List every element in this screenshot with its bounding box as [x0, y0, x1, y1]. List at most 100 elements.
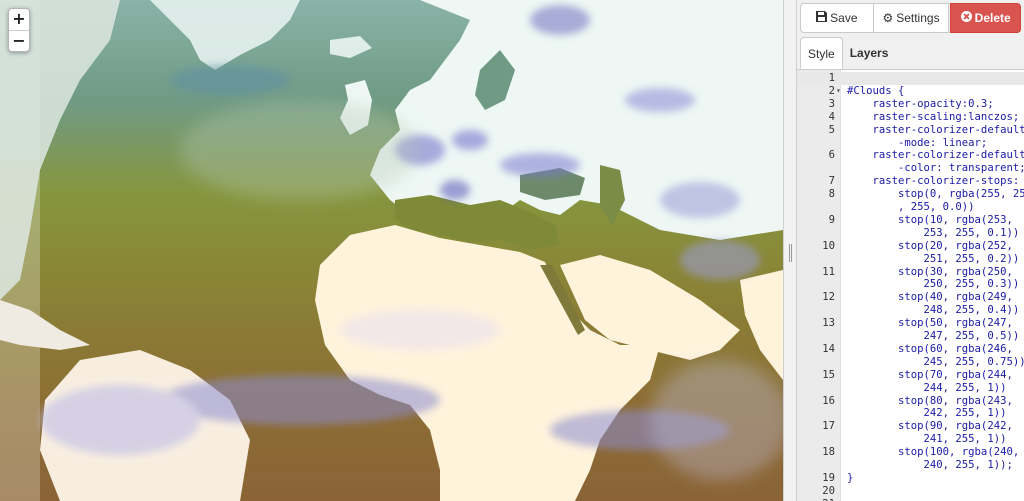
line-text: stop(80, rgba(243,: [847, 394, 1013, 407]
map-view[interactable]: + −: [0, 0, 783, 501]
grip-icon: [789, 244, 792, 262]
europe-landmass: [370, 0, 783, 240]
code-line[interactable]: 15 stop(70, rgba(244,: [797, 369, 1024, 382]
save-button[interactable]: Save: [800, 3, 874, 33]
code-line[interactable]: 18 stop(100, rgba(240,: [797, 446, 1024, 459]
editor-panel: Save ⚙ Settings Delete Style Layers 1 2 ▾ #…: [797, 0, 1024, 501]
caspian-sea: [600, 165, 625, 225]
zoom-control: + −: [8, 8, 30, 52]
panel-resize-handle[interactable]: [783, 0, 797, 501]
code-line[interactable]: 11 stop(30, rgba(250,: [797, 266, 1024, 279]
line-number: 2: [828, 84, 835, 97]
editor-tabs: Style Layers: [800, 37, 895, 69]
map-canvas[interactable]: [0, 0, 783, 501]
line-number: 10: [822, 239, 835, 252]
line-number: 20: [822, 484, 835, 497]
line-number: 14: [822, 342, 835, 355]
code-line[interactable]: 241, 255, 1)): [797, 433, 1024, 446]
code-line[interactable]: 8 stop(0, rgba(255, 255: [797, 188, 1024, 201]
tab-style[interactable]: Style: [800, 37, 843, 69]
code-editor[interactable]: 1 2 ▾ #Clouds {3 raster-opacity:0.3; 4 raste…: [797, 69, 1024, 501]
code-line[interactable]: 14 stop(60, rgba(246,: [797, 343, 1024, 356]
code-line[interactable]: 9 stop(10, rgba(253,: [797, 214, 1024, 227]
code-line[interactable]: 3 raster-opacity:0.3;: [797, 98, 1024, 111]
line-text: 240, 255, 1));: [847, 459, 1013, 471]
code-line[interactable]: 251, 255, 0.2)): [797, 253, 1024, 266]
code-line[interactable]: 10 stop(20, rgba(252,: [797, 240, 1024, 253]
line-number: 7: [828, 175, 835, 188]
code-line[interactable]: 242, 255, 1)): [797, 407, 1024, 420]
line-text: stop(90, rgba(242,: [847, 420, 1013, 433]
line-number: 9: [828, 213, 835, 226]
line-text: -color: transparent;: [847, 162, 1024, 175]
line-number: 21: [797, 498, 835, 501]
toolbar: Save ⚙ Settings Delete: [800, 3, 1022, 33]
line-text: 247, 255, 0.5)): [847, 330, 1020, 342]
tab-layers[interactable]: Layers: [849, 46, 889, 60]
line-text: stop(100, rgba(240,: [847, 446, 1020, 459]
settings-button[interactable]: ⚙ Settings: [873, 3, 950, 33]
code-line[interactable]: 245, 255, 0.75)): [797, 356, 1024, 369]
line-text: stop(0, rgba(255, 255: [847, 188, 1024, 201]
line-text: raster-scaling:lanczos;: [847, 110, 1020, 123]
code-line[interactable]: 253, 255, 0.1)): [797, 227, 1024, 240]
line-number: 6: [828, 149, 835, 162]
code-line[interactable]: 20: [797, 485, 1024, 498]
code-line[interactable]: -color: transparent;: [797, 162, 1024, 175]
line-text: stop(10, rgba(253,: [847, 213, 1013, 226]
code-line[interactable]: , 255, 0.0)): [797, 201, 1024, 214]
code-line[interactable]: 240, 255, 1));: [797, 459, 1024, 472]
fold-toggle-icon[interactable]: ▾: [836, 85, 841, 95]
line-number: 19: [822, 471, 835, 484]
line-text: stop(50, rgba(247,: [847, 317, 1013, 330]
code-line[interactable]: 16 stop(80, rgba(243,: [797, 395, 1024, 408]
code-line[interactable]: 17 stop(90, rgba(242,: [797, 420, 1024, 433]
code-line[interactable]: -mode: linear;: [797, 137, 1024, 150]
line-number: 11: [822, 265, 835, 278]
line-text: 251, 255, 0.2)): [847, 252, 1020, 265]
north-america-landmass: [0, 0, 120, 300]
line-text: 253, 255, 0.1)): [847, 226, 1020, 239]
arabian-peninsula: [560, 255, 740, 360]
line-text: stop(70, rgba(244,: [847, 368, 1013, 381]
code-line[interactable]: 250, 255, 0.3)): [797, 278, 1024, 291]
line-text: 242, 255, 1)): [847, 407, 1007, 420]
india-landmass: [740, 270, 783, 380]
line-number: 5: [828, 123, 835, 136]
code-line[interactable]: 12 stop(40, rgba(249,: [797, 291, 1024, 304]
line-number: 8: [828, 188, 835, 201]
central-america-landmass: [0, 300, 90, 350]
code-line[interactable]: 13 stop(50, rgba(247,: [797, 317, 1024, 330]
line-number-gutter: [797, 70, 841, 501]
code-line[interactable]: 5 raster-colorizer-default: [797, 124, 1024, 137]
greenland-landmass: [150, 0, 300, 70]
code-line[interactable]: 248, 255, 0.4)): [797, 304, 1024, 317]
code-line[interactable]: 2 ▾ #Clouds {: [797, 85, 1024, 98]
code-line[interactable]: 19}: [797, 472, 1024, 485]
delete-button[interactable]: Delete: [950, 3, 1022, 33]
code-line[interactable]: 6 raster-colorizer-default: [797, 149, 1024, 162]
line-text: }: [847, 471, 854, 484]
save-label: Save: [830, 11, 858, 25]
line-text: raster-colorizer-stops:: [847, 175, 1020, 188]
line-text: stop(40, rgba(249,: [847, 291, 1013, 304]
code-line[interactable]: 244, 255, 1)): [797, 382, 1024, 395]
line-text: 244, 255, 1)): [847, 381, 1007, 394]
line-text: #Clouds {: [847, 84, 905, 97]
cloud-layer: [40, 5, 760, 455]
code-line[interactable]: 4 raster-scaling:lanczos;: [797, 111, 1024, 124]
zoom-in-button[interactable]: +: [12, 9, 26, 28]
line-number: 18: [822, 446, 835, 459]
code-line[interactable]: 1: [797, 72, 1024, 85]
code-line[interactable]: 7 raster-colorizer-stops:: [797, 175, 1024, 188]
floppy-disk-icon: [816, 11, 828, 25]
line-text: stop(30, rgba(250,: [847, 265, 1013, 278]
line-text: 241, 255, 1)): [847, 433, 1007, 446]
line-text: stop(60, rgba(246,: [847, 342, 1013, 355]
line-text: stop(20, rgba(252,: [847, 239, 1013, 252]
line-text: raster-colorizer-default: [847, 123, 1024, 136]
code-line[interactable]: 21: [797, 498, 1024, 501]
iceland-landmass: [330, 36, 372, 58]
zoom-out-button[interactable]: −: [9, 30, 29, 51]
code-line[interactable]: 247, 255, 0.5)): [797, 330, 1024, 343]
